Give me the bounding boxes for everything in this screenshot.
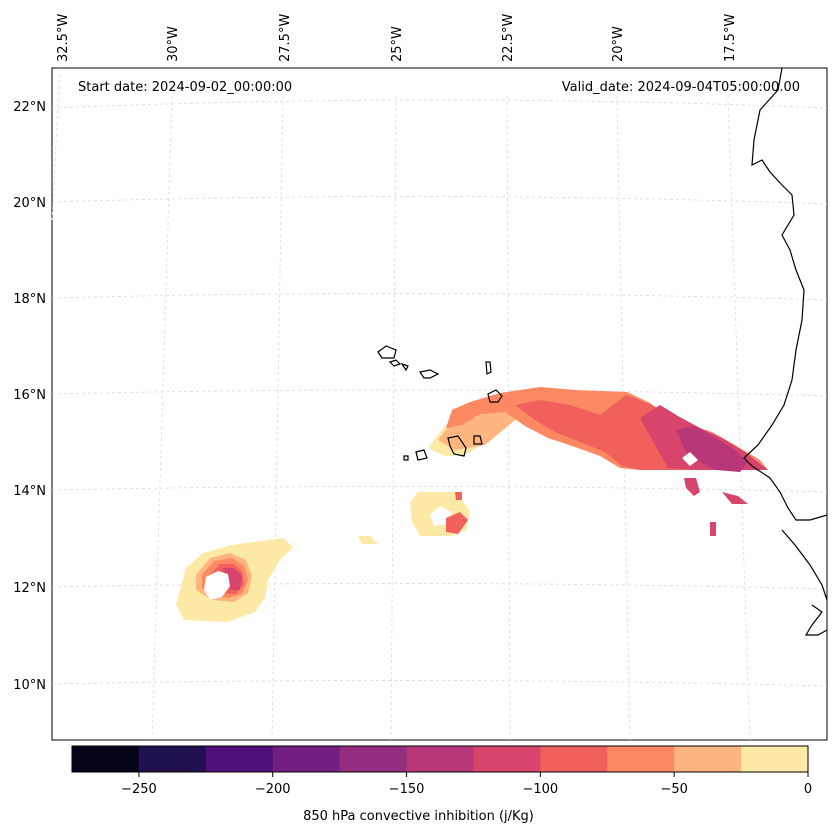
colorbar-title: 850 hPa convective inhibition (j/Kg) bbox=[303, 809, 534, 824]
colorbar-segment bbox=[138, 746, 207, 772]
lon-label-25w: 25°W bbox=[390, 26, 405, 62]
gridline-18n bbox=[51, 293, 828, 301]
colorbar-segment bbox=[339, 746, 408, 772]
lat-label-12n: 12°N bbox=[13, 581, 46, 596]
patch-pink-3 bbox=[710, 522, 716, 536]
colorbar-tick-label: −200 bbox=[255, 782, 291, 797]
colorbar-segment bbox=[607, 746, 675, 772]
gridline-30w bbox=[151, 95, 173, 741]
gridline-10n bbox=[51, 680, 828, 687]
colorbar-tick-label: −150 bbox=[389, 782, 425, 797]
lat-label-16n: 16°N bbox=[13, 388, 46, 403]
gridline-22n bbox=[51, 99, 828, 109]
island-maio bbox=[473, 435, 483, 445]
contour-125-150-east bbox=[676, 426, 748, 472]
colorbar-tick-label: −50 bbox=[660, 782, 687, 797]
longitude-labels: 32.5°W 30°W 27.5°W 25°W 22.5°W 20°W 17.5… bbox=[56, 14, 738, 62]
gridline-20n bbox=[51, 196, 828, 205]
contour-100-125-west bbox=[222, 568, 242, 590]
colorbar-tick-label: −100 bbox=[523, 782, 559, 797]
lat-label-20n: 20°N bbox=[13, 196, 46, 211]
gridline-32-5w bbox=[51, 67, 61, 221]
lat-label-10n: 10°N bbox=[13, 678, 46, 693]
lat-label-18n: 18°N bbox=[13, 292, 46, 307]
colorbar-tick-label: −250 bbox=[121, 782, 157, 797]
west-africa-coast bbox=[743, 67, 828, 636]
contour-hole-west bbox=[204, 571, 230, 600]
colorbar-segment bbox=[406, 746, 474, 772]
contour-hole-east bbox=[682, 452, 698, 466]
lon-label-30w: 30°W bbox=[166, 26, 181, 62]
patch-yellow-small bbox=[358, 536, 378, 544]
gridline-14n bbox=[51, 486, 828, 493]
lon-label-22-5w: 22.5°W bbox=[501, 14, 516, 62]
latitude-labels: 22°N 20°N 18°N 16°N 14°N 12°N 10°N bbox=[13, 100, 46, 693]
island-santa-luzia bbox=[400, 362, 409, 372]
colorbar-segment bbox=[674, 746, 742, 772]
colorbar-segment bbox=[741, 746, 809, 772]
island-brava bbox=[403, 455, 409, 461]
colorbar bbox=[72, 746, 809, 772]
patch-pink-1 bbox=[684, 478, 700, 496]
coastlines bbox=[377, 67, 828, 636]
colorbar-segment bbox=[205, 746, 274, 772]
colorbar-segment bbox=[540, 746, 608, 772]
colorbar-ticks: −250 −200 −150 −100 −50 0 bbox=[121, 772, 812, 797]
lon-label-17-5w: 17.5°W bbox=[723, 14, 738, 62]
gridline-12n bbox=[51, 583, 828, 590]
patch-75-100-central bbox=[446, 512, 468, 534]
island-sao-nicolau bbox=[419, 369, 440, 379]
colorbar-segment bbox=[473, 746, 541, 772]
colorbar-segment bbox=[72, 746, 140, 772]
patch-red-north bbox=[455, 492, 462, 500]
gridline-17-5w bbox=[727, 95, 751, 741]
start-date-label: Start date: 2024-09-02_00:00:00 bbox=[78, 80, 292, 95]
cin-field bbox=[176, 387, 768, 622]
gridline-22-5w bbox=[506, 95, 511, 741]
island-sal bbox=[485, 361, 492, 375]
colorbar-segment bbox=[272, 746, 341, 772]
map-frame bbox=[51, 67, 828, 741]
patch-pink-2 bbox=[722, 492, 748, 504]
gridline-20w bbox=[616, 95, 631, 741]
gridline-27-5w bbox=[271, 95, 284, 741]
island-santiago bbox=[447, 435, 467, 457]
island-boa-vista bbox=[487, 389, 503, 403]
lat-label-14n: 14°N bbox=[13, 484, 46, 499]
valid-date-label: Valid_date: 2024-09-04T05:00:00.00 bbox=[562, 80, 800, 95]
island-sao-vicente bbox=[388, 359, 402, 367]
colorbar-frame bbox=[71, 745, 809, 773]
colorbar-tick-label: 0 bbox=[804, 782, 812, 797]
lon-label-32-5w: 32.5°W bbox=[56, 14, 71, 62]
lat-label-22n: 22°N bbox=[13, 100, 46, 115]
gridline-25w bbox=[390, 95, 397, 741]
gridlines bbox=[51, 67, 828, 741]
lon-label-27-5w: 27.5°W bbox=[278, 14, 293, 62]
island-fogo bbox=[415, 449, 428, 461]
island-santo-antao bbox=[377, 345, 397, 359]
lon-label-20w: 20°W bbox=[611, 26, 626, 62]
